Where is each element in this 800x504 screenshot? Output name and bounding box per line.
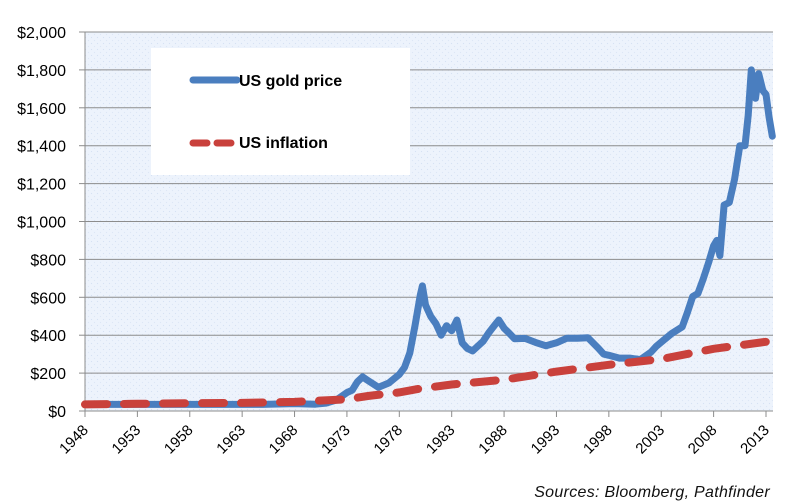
x-tick-label: 1968 [266, 422, 302, 458]
y-tick-label: $1,400 [17, 139, 66, 156]
y-tick-label: $1,600 [17, 101, 66, 118]
y-tick-label: $800 [30, 252, 66, 269]
y-tick-label: $600 [30, 290, 66, 307]
series-lines [81, 66, 776, 409]
x-tick-label: 1973 [318, 422, 354, 458]
x-tick-label: 1958 [161, 422, 197, 458]
x-tick-label: 1953 [109, 422, 145, 458]
x-tick-label: 1978 [371, 422, 407, 458]
legend-label-inflation: US inflation [239, 135, 328, 152]
legend: US gold price US inflation [151, 48, 410, 175]
x-tick-label: 2013 [737, 422, 773, 458]
y-tick-label: $200 [30, 366, 66, 383]
x-tick-label: 1993 [528, 422, 564, 458]
legend-box [151, 48, 410, 175]
y-tick-label: $2,000 [17, 25, 66, 42]
y-tick-label: $0 [48, 404, 66, 421]
y-tick-label: $1,200 [17, 177, 66, 194]
x-tick-label: 2003 [632, 422, 668, 458]
x-tick-label: 2008 [685, 422, 721, 458]
x-axis-ticks: 1948 1953 1958 1963 1968 1973 1978 1983 1988 1993… [56, 411, 773, 457]
legend-label-gold: US gold price [239, 73, 342, 90]
y-tick-label: $1,800 [17, 63, 66, 80]
x-tick-label: 1983 [423, 422, 459, 458]
x-tick-label: 1988 [475, 422, 511, 458]
x-tick-label: 1998 [580, 422, 616, 458]
y-tick-label: $1,000 [17, 215, 66, 232]
series-line-gold-price [81, 66, 776, 408]
y-tick-label: $400 [30, 328, 66, 345]
y-axis-ticks: $0 $200 $400 $600 $800 $1,000 $1,200 $1,400 $1,6… [17, 25, 85, 421]
x-tick-label: 1948 [56, 422, 92, 458]
source-note: Sources: Bloomberg, Pathfinder [534, 484, 770, 501]
x-tick-label: 1963 [213, 422, 249, 458]
